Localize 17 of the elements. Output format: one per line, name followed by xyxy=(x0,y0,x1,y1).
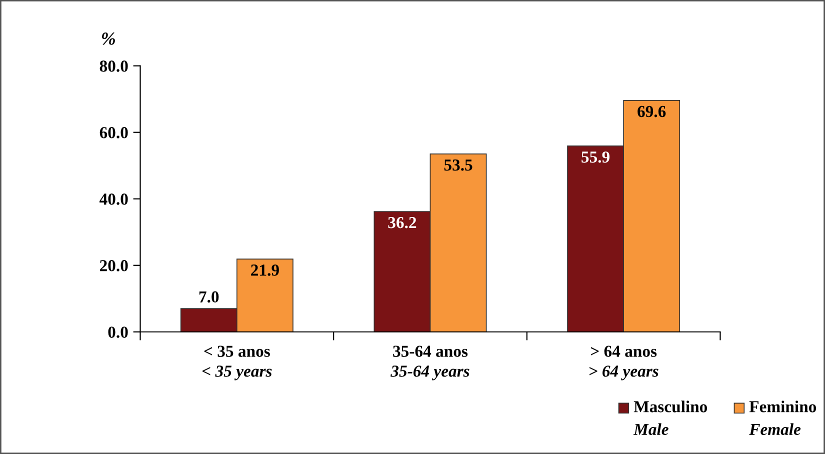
x-tick-label: < 35 anos < 35 years xyxy=(202,346,272,380)
data-label: 69.6 xyxy=(638,106,666,118)
data-label: 53.5 xyxy=(444,159,472,171)
y-tick-label: 20.0 xyxy=(100,260,128,272)
legend-label: Masculino Male xyxy=(633,400,708,436)
y-tick-label: 0.0 xyxy=(108,326,128,338)
y-axis-title: % xyxy=(102,32,115,45)
y-tick-label: 40.0 xyxy=(100,194,128,205)
x-tick-label: > 64 anos > 64 years xyxy=(590,346,658,380)
y-tick-label: 80.0 xyxy=(100,60,128,72)
data-label: 7.0 xyxy=(199,291,219,303)
x-tick-label: 35-64 anos 35-64 years xyxy=(390,346,470,380)
legend-label: Feminino Female xyxy=(749,400,816,436)
data-label: 55.9 xyxy=(582,151,610,163)
data-label: 21.9 xyxy=(251,264,279,276)
y-tick-label: 60.0 xyxy=(100,127,128,138)
data-label: 36.2 xyxy=(388,217,416,228)
